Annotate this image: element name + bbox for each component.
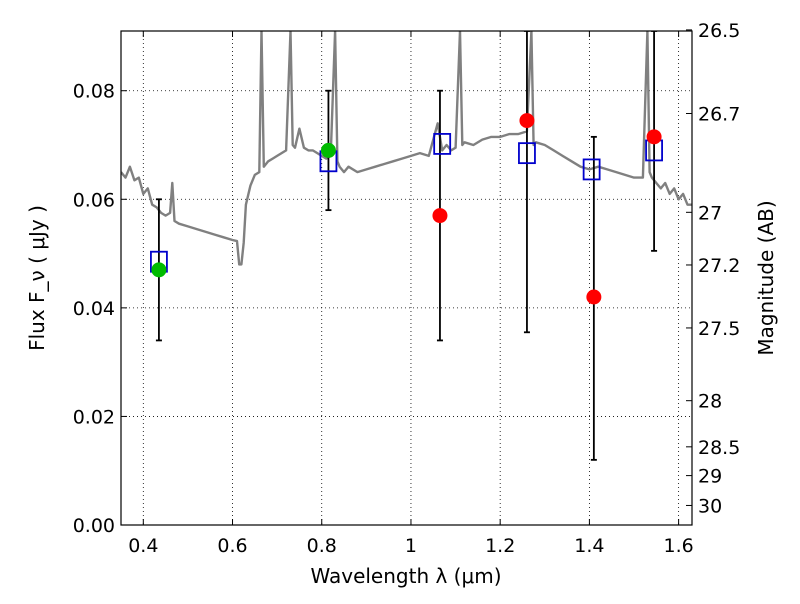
y-tick-label: 0.04 [73, 298, 115, 320]
y-tick-label: 0.06 [73, 189, 115, 211]
plot-background [121, 31, 692, 525]
x-tick-label: 0.4 [128, 535, 158, 557]
y2-tick-label: 28.5 [698, 437, 740, 459]
observed-flux-point [432, 208, 448, 224]
y2-tick-label: 30 [698, 495, 722, 517]
x-tick-label: 1.6 [664, 535, 694, 557]
model-flux-square [433, 133, 452, 155]
observed-flux-point [646, 129, 662, 145]
observed-flux-point [320, 142, 336, 158]
x-tick-label: 1.2 [485, 535, 515, 557]
y2-axis-label: Magnitude (AB) [754, 200, 778, 355]
x-tick-label: 0.8 [307, 535, 337, 557]
y2-tick-label: 26.7 [698, 104, 740, 126]
model-flux-square [518, 142, 536, 165]
y-tick-label: 0.00 [73, 515, 115, 537]
observed-flux-point [151, 262, 167, 278]
plot-frame [120, 30, 693, 526]
x-tick-label: 0.6 [217, 535, 247, 557]
x-tick-label: 1.4 [574, 535, 604, 557]
data-layer [121, 31, 692, 461]
y2-tick-label: 27 [698, 202, 722, 224]
observed-flux-point [519, 113, 535, 129]
y-axis-label: Flux F_ν ( μJy ) [25, 205, 49, 351]
plot-area [121, 31, 692, 461]
model-spectrum-line [121, 31, 692, 266]
x-axis-label: Wavelength λ (μm) [310, 564, 501, 588]
y2-tick-label: 27.2 [698, 255, 740, 277]
observed-flux-point [586, 289, 602, 305]
y2-tick-label: 29 [698, 466, 722, 488]
y2-tick-label: 26.5 [698, 20, 740, 42]
y2-tick-label: 28 [698, 391, 722, 413]
model-flux-square [582, 158, 601, 181]
x-tick-label: 1 [405, 535, 417, 557]
y2-tick-label: 27.5 [698, 318, 740, 340]
axis-ticks: 0.4 0.6 0.8 1 1.2 1.4 1.6 0.00 0.02 0.04 0.06 0.08 2… [73, 20, 741, 557]
y-tick-label: 0.08 [73, 81, 115, 103]
y-tick-label: 0.02 [73, 406, 115, 428]
